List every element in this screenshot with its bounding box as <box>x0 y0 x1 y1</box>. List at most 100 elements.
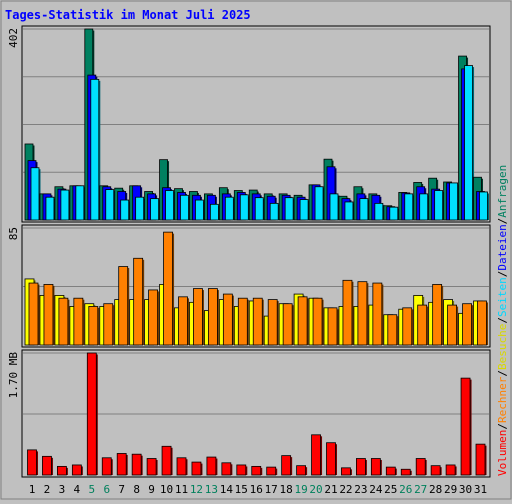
bar-volume-volumen-day-13 <box>206 456 217 476</box>
bar-requests-seiten-day-6 <box>105 189 115 221</box>
bar-requests-seiten-day-12 <box>195 199 204 221</box>
legend-dateien: Dateien <box>496 224 509 270</box>
bar-requests-seiten-day-7 <box>120 199 130 221</box>
legend-separator: / <box>496 317 509 324</box>
bar-volume-volumen-day-1 <box>27 449 37 476</box>
bar-volume-volumen-day-23 <box>355 458 366 476</box>
x-tick-label-day-5: 5 <box>88 483 95 496</box>
bar-volume-volumen-day-15 <box>236 464 247 476</box>
bar-requests-seiten-day-9 <box>150 198 160 221</box>
x-tick-label-day-10: 10 <box>160 483 173 496</box>
legend-seiten: Seiten <box>496 277 509 317</box>
bar-volume-volumen-day-17 <box>266 466 277 476</box>
bar-volume-volumen-day-20 <box>311 434 321 476</box>
bar-requests-seiten-day-21 <box>329 193 339 221</box>
bar-visits-rechner-day-1 <box>28 282 39 346</box>
bar-visits-rechner-day-24 <box>372 282 383 346</box>
y-max-label-volume: 1.70 MB <box>7 352 20 399</box>
bar-visits-rechner-day-4 <box>73 297 84 346</box>
bar-volume-volumen-day-14 <box>221 462 232 476</box>
bar-volume-volumen-day-31 <box>475 443 486 476</box>
side-legend: Volumen/Rechner/Besuche/Seiten/Dateien/A… <box>496 165 509 476</box>
legend-rechner: Rechner <box>496 376 509 423</box>
bar-visits-rechner-day-2 <box>43 284 54 346</box>
bar-requests-seiten-day-27 <box>419 193 429 221</box>
bar-requests-seiten-day-20 <box>314 186 324 221</box>
legend-separator: / <box>496 423 509 430</box>
x-tick-label-day-3: 3 <box>59 483 66 496</box>
x-tick-label-day-4: 4 <box>74 483 81 496</box>
bar-volume-volumen-day-3 <box>57 465 67 476</box>
bar-volume-volumen-day-7 <box>116 453 127 476</box>
x-tick-label-day-26: 26 <box>399 483 412 496</box>
x-tick-label-day-22: 22 <box>339 483 352 496</box>
x-tick-label-day-21: 21 <box>324 483 337 496</box>
bar-volume-volumen-day-26 <box>400 468 411 476</box>
bar-volume-volumen-day-9 <box>146 458 157 476</box>
bar-volume-volumen-day-2 <box>42 455 52 476</box>
y-max-label-requests: 402 <box>7 28 20 48</box>
bar-volume-volumen-day-16 <box>251 465 262 476</box>
bar-volume-volumen-day-12 <box>191 461 202 476</box>
bar-volume-volumen-day-4 <box>71 464 82 476</box>
bar-visits-rechner-day-16 <box>252 297 263 346</box>
bar-volume-volumen-day-8 <box>131 453 142 476</box>
x-tick-label-day-30: 30 <box>459 483 472 496</box>
x-tick-label-day-29: 29 <box>444 483 457 496</box>
x-tick-label-day-24: 24 <box>369 483 383 496</box>
x-tick-label-day-17: 17 <box>265 483 278 496</box>
legend-anfragen: Anfragen <box>496 165 509 218</box>
bar-visits-rechner-day-18 <box>282 303 293 346</box>
bar-visits-rechner-day-14 <box>222 293 233 346</box>
x-tick-label-day-1: 1 <box>29 483 36 496</box>
bar-requests-seiten-day-26 <box>404 193 414 221</box>
bar-volume-volumen-day-22 <box>341 467 351 476</box>
bar-requests-seiten-day-13 <box>209 203 219 221</box>
bar-requests-seiten-day-3 <box>60 189 70 221</box>
bar-visits-rechner-day-22 <box>342 279 353 346</box>
x-tick-label-day-6: 6 <box>103 483 110 496</box>
x-tick-label-day-2: 2 <box>44 483 51 496</box>
x-tick-label-day-16: 16 <box>250 483 263 496</box>
bar-requests-seiten-day-29 <box>449 182 459 221</box>
bar-visits-rechner-day-12 <box>193 288 203 346</box>
bar-volume-volumen-day-18 <box>281 455 292 476</box>
bar-requests-seiten-day-22 <box>344 201 354 221</box>
bar-visits-rechner-day-10 <box>163 231 173 346</box>
x-tick-label-day-18: 18 <box>280 483 293 496</box>
legend-separator: / <box>496 271 509 278</box>
x-tick-label-day-28: 28 <box>429 483 442 496</box>
bar-visits-rechner-day-13 <box>207 288 218 346</box>
x-tick-label-day-19: 19 <box>294 483 307 496</box>
bar-visits-rechner-day-19 <box>297 296 308 346</box>
bar-visits-rechner-day-15 <box>237 297 248 346</box>
bar-visits-rechner-day-30 <box>462 303 472 346</box>
bar-requests-seiten-day-18 <box>284 197 294 221</box>
bar-requests-seiten-day-11 <box>180 194 189 221</box>
bar-visits-rechner-day-27 <box>417 304 428 346</box>
bar-volume-volumen-day-6 <box>101 457 112 476</box>
x-tick-label-day-15: 15 <box>235 483 248 496</box>
bar-visits-rechner-day-21 <box>327 307 338 346</box>
x-tick-label-day-8: 8 <box>133 483 140 496</box>
bar-requests-seiten-day-19 <box>299 199 309 221</box>
bar-requests-seiten-day-1 <box>30 167 40 221</box>
bar-requests-seiten-day-5 <box>90 78 100 221</box>
bar-visits-rechner-day-9 <box>148 289 159 346</box>
bar-requests-seiten-day-31 <box>479 191 488 221</box>
bar-visits-rechner-day-28 <box>432 284 443 346</box>
bar-requests-seiten-day-17 <box>269 202 279 221</box>
bar-visits-rechner-day-31 <box>477 300 487 346</box>
x-tick-label-day-9: 9 <box>148 483 155 496</box>
bar-visits-rechner-day-6 <box>103 303 114 346</box>
bar-volume-volumen-day-5 <box>86 352 97 476</box>
x-tick-label-day-11: 11 <box>175 483 188 496</box>
bar-visits-rechner-day-3 <box>58 297 69 346</box>
bar-volume-volumen-day-21 <box>326 442 336 476</box>
bar-requests-seiten-day-16 <box>254 197 264 221</box>
bar-requests-seiten-day-2 <box>45 196 55 221</box>
x-tick-label-day-27: 27 <box>414 483 427 496</box>
legend-separator: / <box>496 370 509 377</box>
